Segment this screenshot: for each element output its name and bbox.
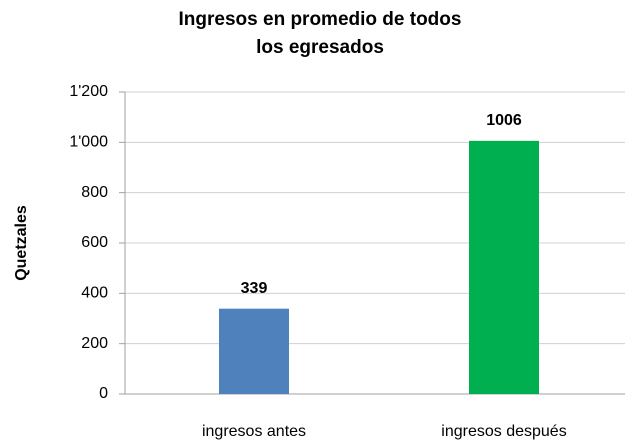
y-tick-label: 1'200 [69,83,108,100]
y-tick-label: 200 [81,335,108,352]
y-axis-label: Quetzales [13,205,30,281]
data-label: 1006 [486,112,522,129]
x-tick-label: ingresos después [441,423,566,440]
data-label: 339 [241,280,268,297]
chart-title: Ingresos en promedio de todos los egresa… [178,9,462,58]
y-tick-label: 0 [99,385,108,402]
y-tick-label: 1'000 [69,134,108,151]
y-tick-label: 400 [81,285,108,302]
bar [219,308,289,394]
y-tick-label: 800 [81,184,108,201]
bar [469,140,539,394]
x-tick-label: ingresos antes [202,423,306,440]
y-tick-label: 600 [81,234,108,251]
